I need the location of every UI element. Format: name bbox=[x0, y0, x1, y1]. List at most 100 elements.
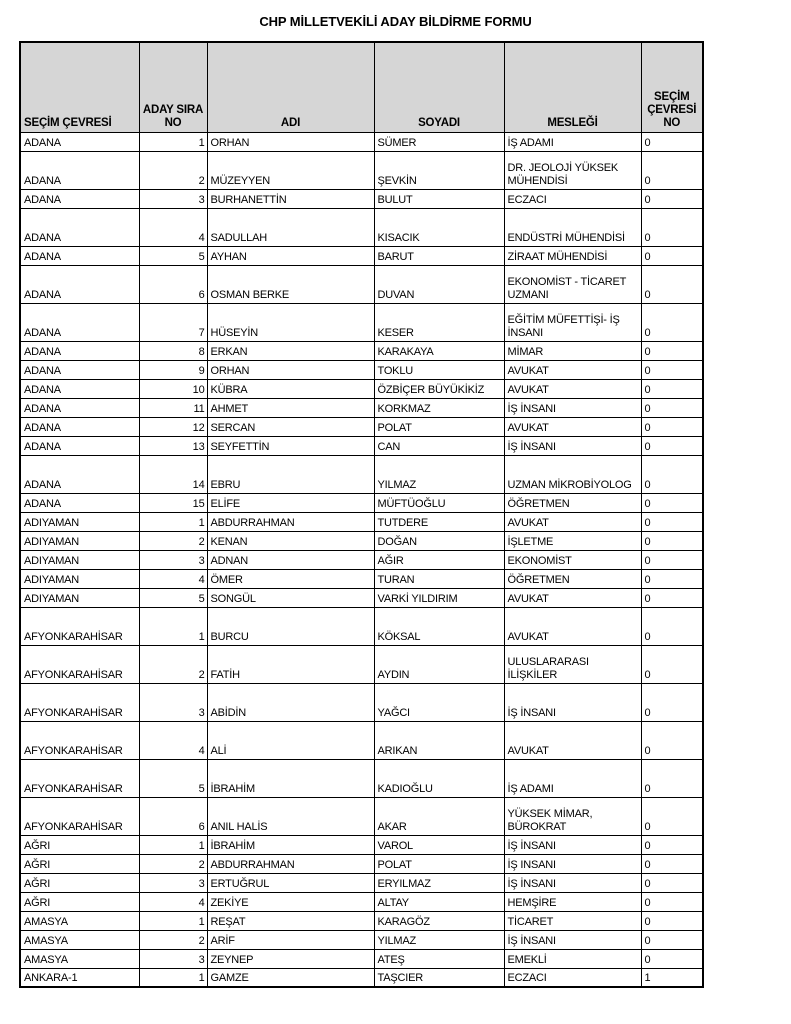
cell-surname: AYDIN bbox=[373, 644, 505, 684]
cell-election-district-no: 0 bbox=[640, 416, 704, 437]
cell-surname: POLAT bbox=[373, 853, 505, 874]
cell-election-district: AFYONKARAHİSAR bbox=[19, 644, 140, 684]
cell-candidate-order-no: 2 bbox=[138, 929, 208, 950]
cell-election-district: ANKARA-1 bbox=[19, 967, 140, 988]
cell-election-district-no: 0 bbox=[640, 853, 704, 874]
cell-profession: AVUKAT bbox=[503, 606, 642, 646]
cell-surname: VARKİ YILDIRIM bbox=[373, 587, 505, 608]
cell-candidate-order-no: 3 bbox=[138, 682, 208, 722]
cell-profession: EMEKLİ bbox=[503, 948, 642, 969]
cell-candidate-order-no: 1 bbox=[138, 834, 208, 855]
cell-profession: İŞ İNSANI bbox=[503, 682, 642, 722]
cell-candidate-order-no: 6 bbox=[138, 796, 208, 836]
cell-profession: YÜKSEK MİMAR, BÜROKRAT bbox=[503, 796, 642, 836]
cell-profession: AVUKAT bbox=[503, 720, 642, 760]
cell-profession: AVUKAT bbox=[503, 359, 642, 380]
cell-candidate-order-no: 13 bbox=[138, 435, 208, 456]
cell-election-district: ADANA bbox=[19, 378, 140, 399]
cell-first-name: ZEYNEP bbox=[206, 948, 375, 969]
cell-first-name: KENAN bbox=[206, 530, 375, 551]
table-row: ANKARA-1 1 GAMZE TAŞCIER ECZACI 1 bbox=[19, 967, 704, 988]
cell-first-name: SONGÜL bbox=[206, 587, 375, 608]
table-row: ADANA 12 SERCAN POLAT AVUKAT 0 bbox=[19, 416, 704, 437]
cell-election-district-no: 0 bbox=[640, 872, 704, 893]
cell-profession: ÖĞRETMEN bbox=[503, 492, 642, 513]
cell-election-district-no: 0 bbox=[640, 549, 704, 570]
header-profession: MESLEĞİ bbox=[503, 41, 642, 133]
cell-profession: AVUKAT bbox=[503, 587, 642, 608]
cell-election-district: AFYONKARAHİSAR bbox=[19, 720, 140, 760]
cell-election-district: AFYONKARAHİSAR bbox=[19, 682, 140, 722]
table-row: ADANA 7 HÜSEYİN KESER EĞİTİM MÜFETTİŞİ- … bbox=[19, 302, 704, 342]
cell-first-name: ERTUĞRUL bbox=[206, 872, 375, 893]
table-row: ADANA 11 AHMET KORKMAZ İŞ İNSANI 0 bbox=[19, 397, 704, 418]
table-row: AMASYA 2 ARİF YILMAZ İŞ İNSANI 0 bbox=[19, 929, 704, 950]
cell-profession: İŞ İNSANI bbox=[503, 872, 642, 893]
cell-candidate-order-no: 12 bbox=[138, 416, 208, 437]
cell-surname: TURAN bbox=[373, 568, 505, 589]
cell-election-district: AMASYA bbox=[19, 929, 140, 950]
cell-profession: İŞ İNSANI bbox=[503, 397, 642, 418]
cell-first-name: İBRAHİM bbox=[206, 758, 375, 798]
cell-election-district: ADANA bbox=[19, 245, 140, 266]
cell-surname: ALTAY bbox=[373, 891, 505, 912]
cell-profession: İŞ INSANI bbox=[503, 853, 642, 874]
cell-first-name: MÜZEYYEN bbox=[206, 150, 375, 190]
header-candidate-order-no: ADAY SIRA NO bbox=[138, 41, 208, 133]
cell-candidate-order-no: 2 bbox=[138, 644, 208, 684]
cell-election-district: AFYONKARAHİSAR bbox=[19, 758, 140, 798]
cell-election-district-no: 0 bbox=[640, 568, 704, 589]
cell-profession: AVUKAT bbox=[503, 416, 642, 437]
table-row: ADANA 15 ELİFE MÜFTÜOĞLU ÖĞRETMEN 0 bbox=[19, 492, 704, 513]
header-first-name: ADI bbox=[206, 41, 375, 133]
candidates-table: SEÇİM ÇEVRESİ ADAY SIRA NO ADI SOYADI ME… bbox=[19, 41, 704, 988]
cell-profession: ZİRAAT MÜHENDİSİ bbox=[503, 245, 642, 266]
cell-candidate-order-no: 7 bbox=[138, 302, 208, 342]
table-row: AĞRI 4 ZEKİYE ALTAY HEMŞİRE 0 bbox=[19, 891, 704, 912]
cell-election-district-no: 0 bbox=[640, 948, 704, 969]
cell-election-district: AĞRI bbox=[19, 834, 140, 855]
cell-candidate-order-no: 6 bbox=[138, 264, 208, 304]
cell-profession: EĞİTİM MÜFETTİŞİ- İŞ İNSANI bbox=[503, 302, 642, 342]
cell-election-district-no: 0 bbox=[640, 435, 704, 456]
table-row: AFYONKARAHİSAR 1 BURCU KÖKSAL AVUKAT 0 bbox=[19, 606, 704, 646]
cell-election-district: AFYONKARAHİSAR bbox=[19, 606, 140, 646]
cell-first-name: ADNAN bbox=[206, 549, 375, 570]
table-row: ADANA 14 EBRU YILMAZ UZMAN MİKROBİYOLOG … bbox=[19, 454, 704, 494]
cell-profession: EKONOMİST bbox=[503, 549, 642, 570]
table-row: ADANA 8 ERKAN KARAKAYA MİMAR 0 bbox=[19, 340, 704, 361]
cell-surname: BARUT bbox=[373, 245, 505, 266]
cell-election-district-no: 0 bbox=[640, 891, 704, 912]
cell-candidate-order-no: 4 bbox=[138, 207, 208, 247]
cell-profession: İŞ İNSANI bbox=[503, 834, 642, 855]
table-row: AĞRI 2 ABDURRAHMAN POLAT İŞ INSANI 0 bbox=[19, 853, 704, 874]
cell-surname: KARAGÖZ bbox=[373, 910, 505, 931]
cell-profession: HEMŞİRE bbox=[503, 891, 642, 912]
cell-election-district-no: 0 bbox=[640, 245, 704, 266]
cell-election-district: ADANA bbox=[19, 416, 140, 437]
cell-profession: ULUSLARARASI İLİŞKİLER bbox=[503, 644, 642, 684]
cell-election-district: ADANA bbox=[19, 264, 140, 304]
cell-profession: İŞ İNSANI bbox=[503, 929, 642, 950]
cell-election-district: AĞRI bbox=[19, 853, 140, 874]
cell-election-district-no: 0 bbox=[640, 340, 704, 361]
cell-election-district-no: 0 bbox=[640, 644, 704, 684]
cell-surname: VAROL bbox=[373, 834, 505, 855]
table-row: AĞRI 1 İBRAHİM VAROL İŞ İNSANI 0 bbox=[19, 834, 704, 855]
cell-surname: ŞEVKİN bbox=[373, 150, 505, 190]
cell-election-district: ADANA bbox=[19, 302, 140, 342]
table-body: ADANA 1 ORHAN SÜMER İŞ ADAMI 0 ADANA 2 M… bbox=[19, 131, 704, 988]
cell-candidate-order-no: 5 bbox=[138, 587, 208, 608]
cell-election-district-no: 0 bbox=[640, 359, 704, 380]
cell-candidate-order-no: 11 bbox=[138, 397, 208, 418]
cell-election-district: ADIYAMAN bbox=[19, 530, 140, 551]
table-row: AFYONKARAHİSAR 3 ABİDİN YAĞCI İŞ İNSANI … bbox=[19, 682, 704, 722]
cell-surname: KESER bbox=[373, 302, 505, 342]
cell-surname: CAN bbox=[373, 435, 505, 456]
cell-first-name: GAMZE bbox=[206, 967, 375, 988]
cell-election-district: ADANA bbox=[19, 150, 140, 190]
cell-candidate-order-no: 4 bbox=[138, 568, 208, 589]
cell-first-name: ZEKİYE bbox=[206, 891, 375, 912]
cell-election-district-no: 0 bbox=[640, 530, 704, 551]
